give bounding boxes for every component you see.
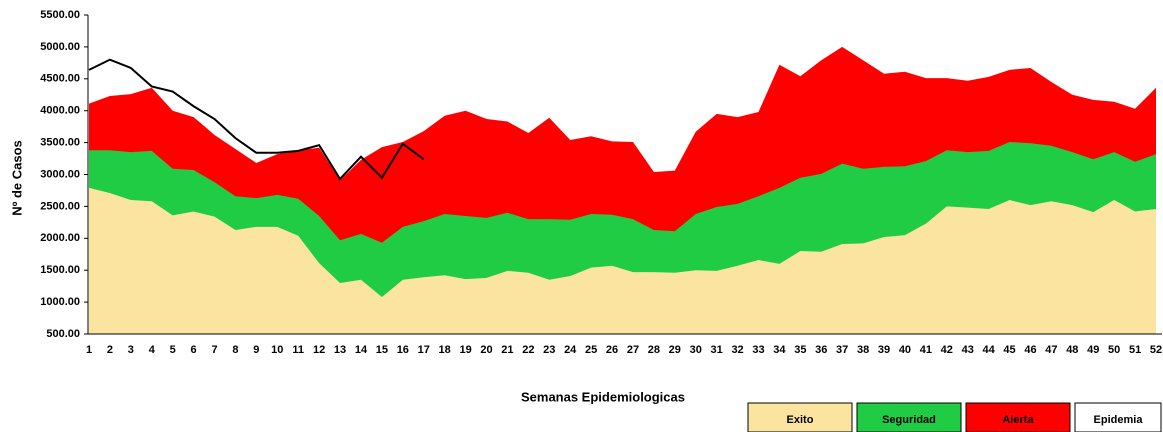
x-tick-label: 16 <box>397 344 409 356</box>
y-tick-label: 3500.00 <box>40 137 80 149</box>
y-tick-label: 2000.00 <box>40 232 80 244</box>
x-tick-label: 46 <box>1024 344 1036 356</box>
x-tick-label: 19 <box>459 344 471 356</box>
x-tick-label: 27 <box>627 344 639 356</box>
x-tick-label: 24 <box>564 344 577 356</box>
x-tick-label: 2 <box>107 344 113 356</box>
x-tick-label: 4 <box>149 344 156 356</box>
y-axis-title: Nº de Casos <box>9 140 24 216</box>
legend-swatch <box>856 402 962 432</box>
x-tick-label: 47 <box>1045 344 1057 356</box>
x-tick-label: 1 <box>86 344 92 356</box>
legend-swatch <box>747 402 853 432</box>
x-tick-label: 42 <box>941 344 953 356</box>
x-tick-label: 34 <box>773 344 786 356</box>
plot-areas <box>89 46 1156 335</box>
x-tick-label: 39 <box>878 344 890 356</box>
x-tick-label: 5 <box>170 344 176 356</box>
x-tick-label: 32 <box>731 344 743 356</box>
x-tick-label: 52 <box>1150 344 1162 356</box>
x-tick-label: 12 <box>313 344 325 356</box>
x-tick-label: 49 <box>1087 344 1099 356</box>
x-tick-label: 21 <box>501 344 513 356</box>
x-tick-label: 28 <box>648 344 660 356</box>
y-tick-label: 5500.00 <box>40 9 80 21</box>
x-tick-label: 45 <box>1003 344 1015 356</box>
y-tick-label: 3000.00 <box>40 168 80 180</box>
x-tick-label: 22 <box>522 344 534 356</box>
x-tick-label: 44 <box>983 344 996 356</box>
y-tick-label: 2500.00 <box>40 200 80 212</box>
x-tick-label: 10 <box>271 344 283 356</box>
x-tick-label: 50 <box>1108 344 1120 356</box>
y-tick-label: 500.00 <box>46 328 80 340</box>
x-tick-label: 37 <box>836 344 848 356</box>
x-tick-label: 29 <box>669 344 681 356</box>
x-tick-label: 20 <box>480 344 492 356</box>
y-tick-label: 5000.00 <box>40 41 80 53</box>
x-tick-label: 33 <box>752 344 764 356</box>
x-tick-label: 13 <box>334 344 346 356</box>
y-tick-label: 1500.00 <box>40 264 80 276</box>
x-tick-label: 41 <box>920 344 932 356</box>
y-tick-label: 4500.00 <box>40 73 80 85</box>
y-tick-label: 4000.00 <box>40 105 80 117</box>
x-tick-label: 3 <box>128 344 134 356</box>
x-tick-label: 23 <box>543 344 555 356</box>
x-tick-label: 51 <box>1129 344 1141 356</box>
x-tick-label: 14 <box>355 344 368 356</box>
area <box>89 187 1156 334</box>
x-tick-label: 7 <box>211 344 217 356</box>
x-tick-label: 18 <box>439 344 451 356</box>
x-tick-label: 6 <box>191 344 197 356</box>
legend-label: Epidemia <box>1094 414 1144 426</box>
y-tick-label: 1000.00 <box>40 296 80 308</box>
x-tick-label: 11 <box>292 344 304 356</box>
x-tick-label: 25 <box>585 344 597 356</box>
x-tick-label: 48 <box>1066 344 1078 356</box>
legend-label: Exito <box>787 414 814 426</box>
x-tick-label: 40 <box>899 344 911 356</box>
x-tick-label: 43 <box>962 344 974 356</box>
legend-label: Seguridad <box>882 414 936 426</box>
x-tick-label: 30 <box>690 344 702 356</box>
x-tick-label: 15 <box>376 344 388 356</box>
legend-swatch <box>1074 402 1162 432</box>
x-tick-label: 9 <box>253 344 259 356</box>
x-tick-label: 36 <box>815 344 827 356</box>
x-tick-label: 8 <box>232 344 238 356</box>
line <box>88 58 425 181</box>
x-tick-label: 31 <box>711 344 723 356</box>
x-tick-label: 35 <box>794 344 806 356</box>
x-tick-label: 17 <box>418 344 430 356</box>
x-tick-label: 38 <box>857 344 869 356</box>
legend-label: Alerta <box>1002 414 1034 426</box>
legend-swatch <box>965 402 1071 432</box>
x-tick-label: 26 <box>606 344 618 356</box>
x-axis-title: Semanas Epidemiologicas <box>521 389 685 404</box>
